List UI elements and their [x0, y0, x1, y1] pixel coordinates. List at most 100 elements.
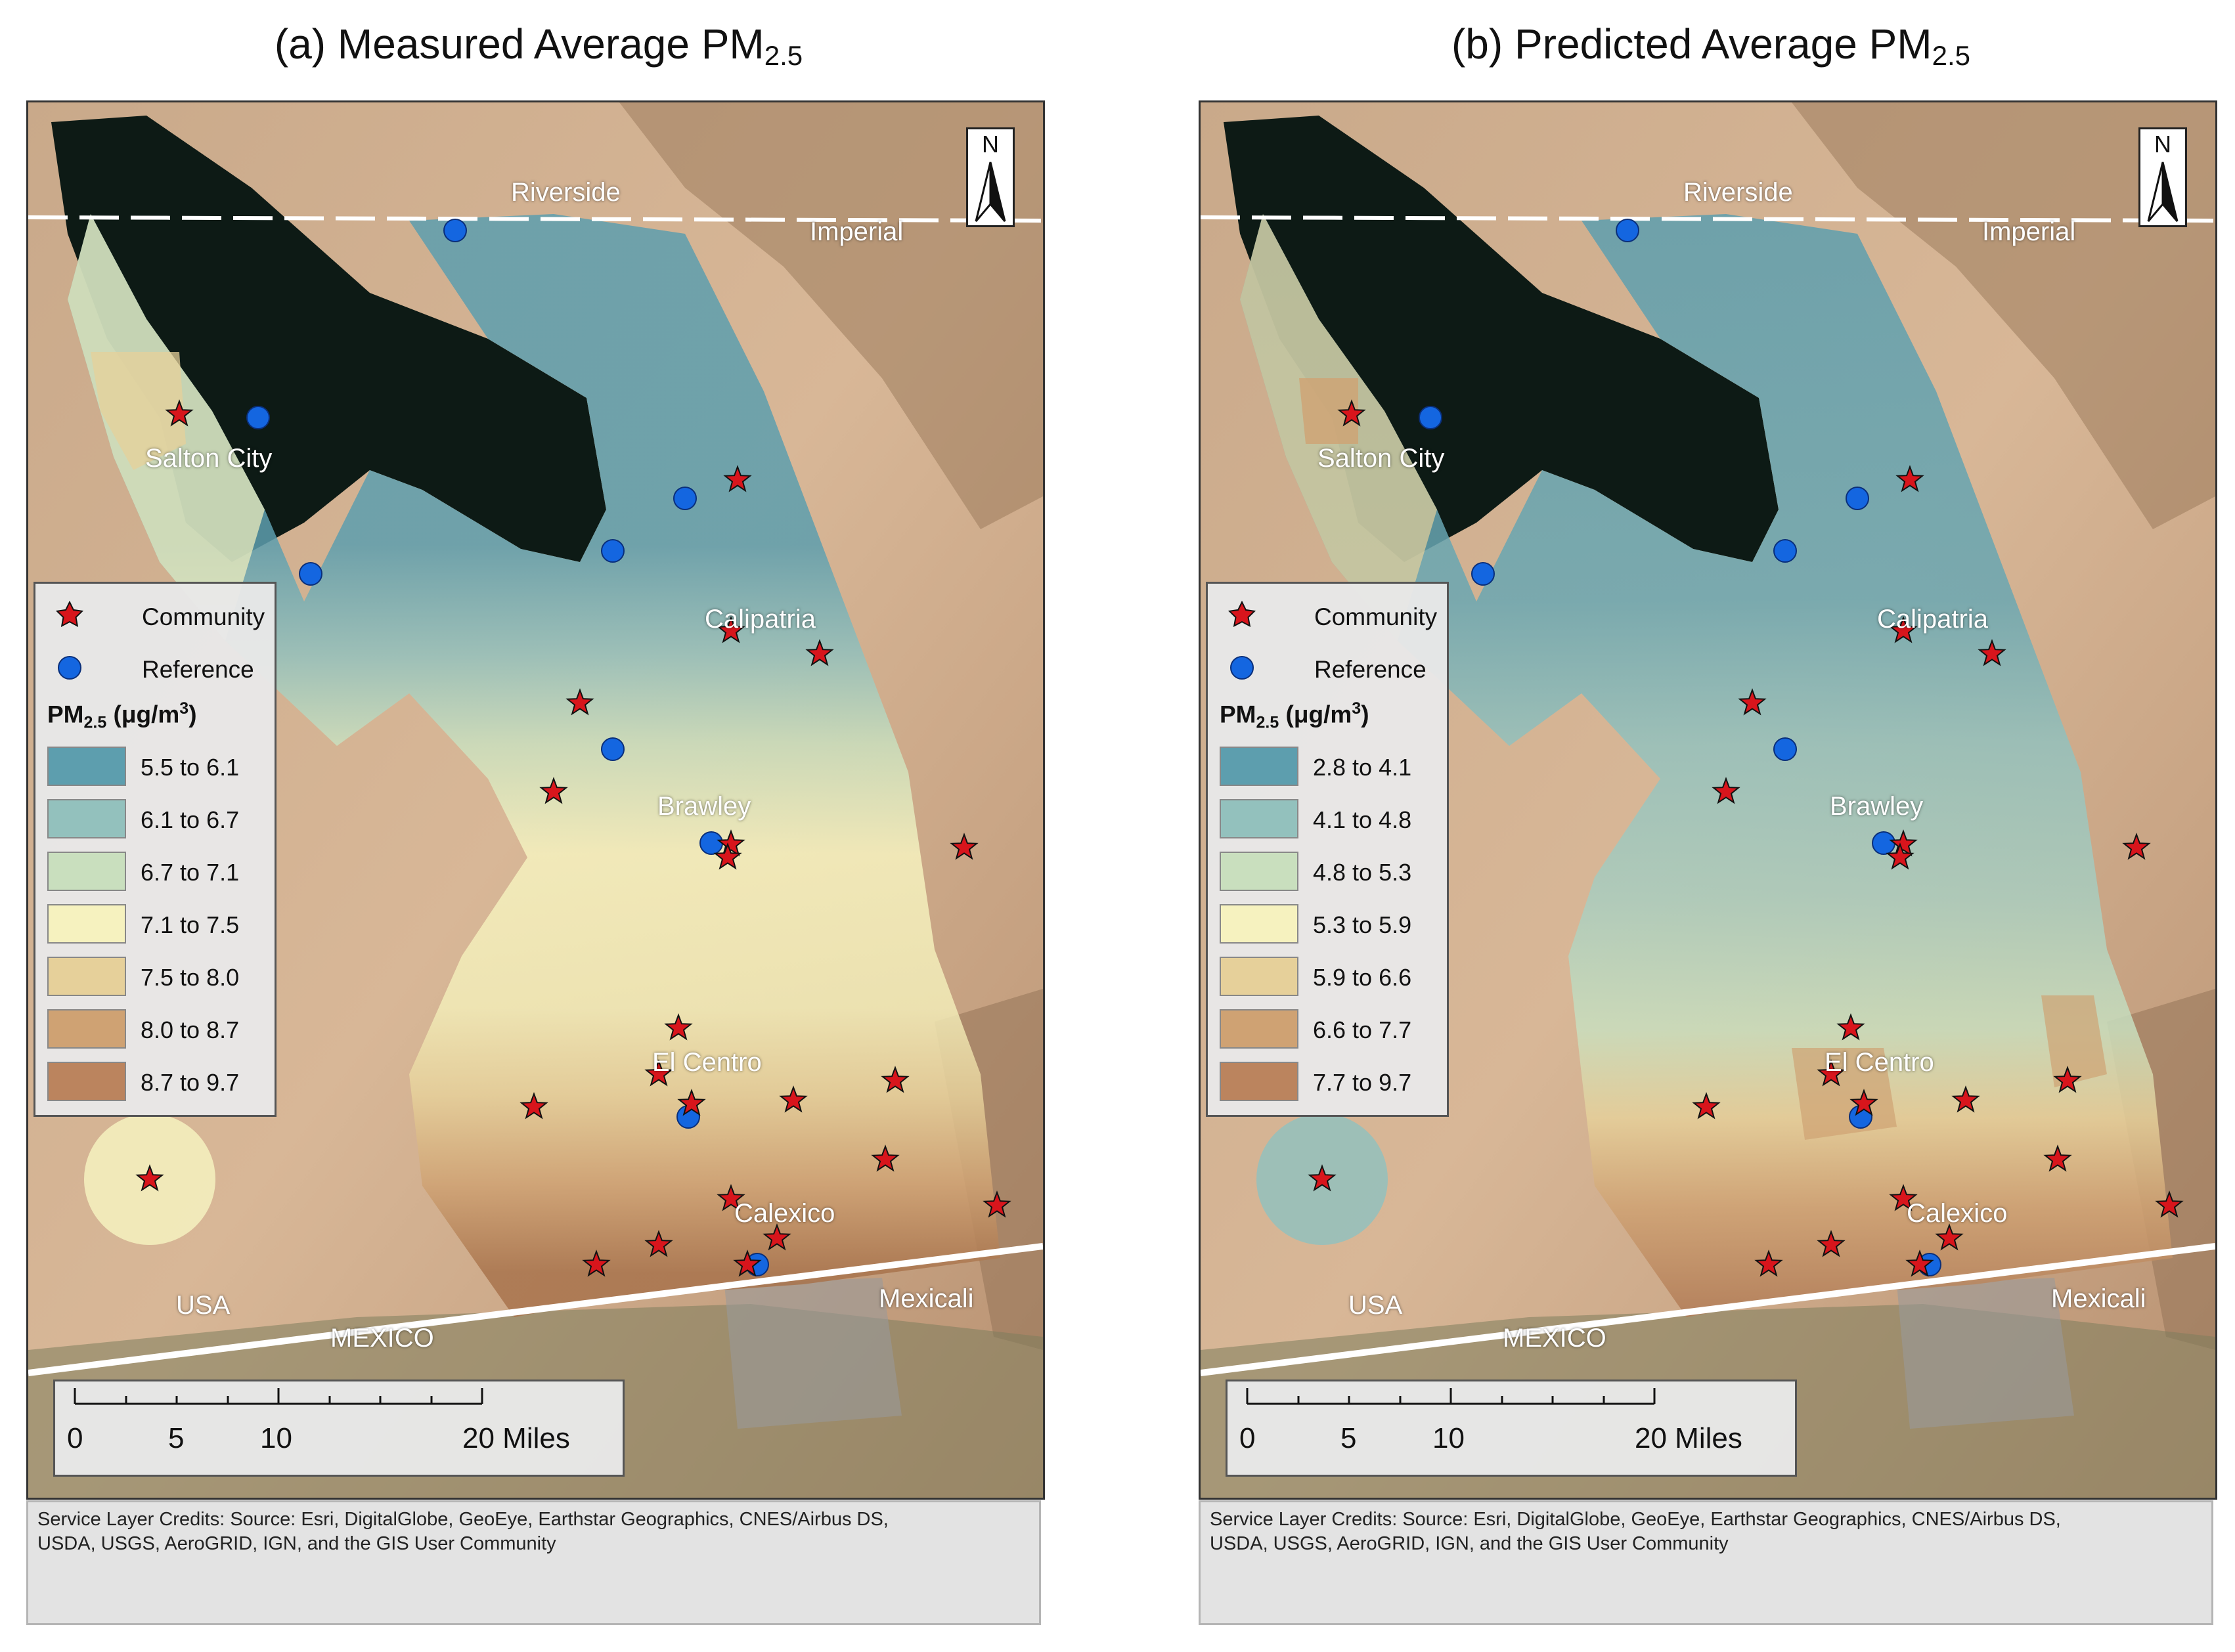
legend-class: 7.1 to 7.5 — [35, 899, 278, 945]
credits: Service Layer Credits: Source: Esri, Dig… — [1199, 1500, 2213, 1625]
reference-site-marker — [1872, 831, 1895, 855]
scale-tick-label: 5 — [168, 1422, 185, 1454]
community-site-marker — [1951, 1085, 1980, 1113]
north-arrow: N — [966, 127, 1015, 227]
community-site-marker — [644, 1230, 673, 1257]
north-arrow: N — [2138, 127, 2187, 227]
panel-measured: (a) Measured Average PM2.5 — [26, 0, 1051, 1652]
community-site-marker — [1817, 1059, 1846, 1087]
international-border — [1201, 1243, 2215, 1376]
panel-title: (a) Measured Average PM2.5 — [274, 20, 803, 71]
community-site-marker — [1692, 1092, 1721, 1119]
map-canvas — [28, 102, 1043, 1498]
legend-community: Community — [1208, 596, 1451, 635]
label-mexicali: Mexicali — [879, 1284, 974, 1313]
community-site-marker — [1978, 639, 2006, 666]
community-site-marker — [2053, 1066, 2082, 1093]
legend-units: PM2.5 (μg/m3) — [47, 699, 197, 732]
community-site-marker — [713, 842, 742, 870]
reference-site-marker — [1419, 406, 1442, 429]
legend: Community Reference PM2.5 (μg/m3) 5.5 to… — [33, 582, 277, 1117]
legend-community: Community — [35, 596, 278, 635]
pm25-surface — [91, 352, 186, 470]
reference-site-marker — [1773, 737, 1797, 761]
label-mexicali: Mexicali — [2051, 1284, 2146, 1313]
community-site-marker — [1895, 465, 1924, 492]
community-site-marker — [520, 1092, 548, 1119]
international-border — [28, 1243, 1043, 1376]
legend-class: 4.1 to 4.8 — [1208, 794, 1451, 840]
swatch — [47, 799, 126, 838]
community-site-marker — [1905, 1250, 1934, 1277]
scale-bar-ruler — [74, 1388, 483, 1405]
pm25-surface — [1240, 214, 2173, 1317]
swatch — [1220, 1062, 1298, 1101]
community-site-marker — [805, 639, 834, 666]
community-site-marker — [779, 1085, 808, 1113]
community-site-marker — [763, 1223, 791, 1251]
reference-site-marker — [601, 737, 625, 761]
community-site-marker — [644, 1059, 673, 1087]
legend-class: 8.0 to 8.7 — [35, 1004, 278, 1050]
swatch — [47, 852, 126, 891]
legend-class: 6.1 to 6.7 — [35, 794, 278, 840]
community-site-marker — [1712, 777, 1740, 804]
legend-reference: Reference — [35, 648, 278, 687]
community-site-marker — [2043, 1144, 2072, 1172]
pm25-surface — [2041, 995, 2107, 1087]
label-calipatria: Calipatria — [705, 605, 816, 634]
circle-icon — [1230, 656, 1254, 680]
label-calexico: Calexico — [734, 1199, 835, 1228]
label-riverside: Riverside — [1683, 178, 1793, 207]
mountain-terrain — [1792, 102, 2215, 529]
community-site-marker — [2122, 833, 2151, 860]
label-mexico: MEXICO — [330, 1324, 434, 1353]
county-boundary — [28, 215, 1043, 223]
community-site-marker — [1754, 1250, 1783, 1277]
community-site-marker — [1886, 842, 1914, 870]
reference-site-marker — [699, 831, 723, 855]
swatch — [47, 747, 126, 786]
scale-tick-label: 10 — [1432, 1422, 1465, 1454]
community-site-marker — [983, 1190, 1011, 1218]
scale-bar: 0 5 10 20 Miles — [1226, 1380, 1797, 1477]
pm25-surface — [68, 214, 1000, 1317]
community-site-marker — [1308, 1164, 1337, 1192]
reference-site-marker — [1471, 562, 1495, 586]
mexicali-urban — [1897, 1278, 2074, 1429]
community-site-marker — [871, 1144, 900, 1172]
reference-site-marker — [1773, 539, 1797, 563]
community-site-marker — [950, 833, 979, 860]
community-site-marker — [2155, 1190, 2184, 1218]
reference-site-marker — [443, 219, 467, 242]
community-site-marker — [677, 1089, 706, 1116]
scale-tick-label: 20 Miles — [1635, 1422, 1742, 1454]
star-icon — [55, 601, 84, 628]
label-usa: USA — [1348, 1291, 1403, 1320]
label-usa: USA — [176, 1291, 231, 1320]
label-imperial: Imperial — [810, 217, 904, 246]
label-imperial: Imperial — [1982, 217, 2076, 246]
reference-site-marker — [1616, 219, 1639, 242]
legend-class: 8.7 to 9.7 — [35, 1056, 278, 1102]
community-site-marker — [717, 829, 745, 857]
label-el-centro: El Centro — [1825, 1048, 1934, 1077]
map-frame[interactable]: Riverside Imperial Salton City Calipatri… — [1199, 100, 2217, 1500]
community-site-marker — [881, 1066, 910, 1093]
community-site-marker — [1337, 399, 1366, 427]
label-salton-city: Salton City — [145, 444, 273, 473]
legend-units: PM2.5 (μg/m3) — [1220, 699, 1369, 732]
map-frame[interactable]: Riverside Imperial Salton City Calipatri… — [26, 100, 1045, 1500]
legend-class: 4.8 to 5.3 — [1208, 846, 1451, 892]
community-site-marker — [664, 1013, 693, 1041]
county-boundary — [1201, 215, 2215, 223]
legend-class: 2.8 to 4.1 — [1208, 741, 1451, 787]
community-site-marker — [1935, 1223, 1964, 1251]
site-markers — [1308, 219, 2184, 1277]
swatch — [1220, 1009, 1298, 1049]
reference-site-marker — [299, 562, 322, 586]
legend-class: 5.5 to 6.1 — [35, 741, 278, 787]
community-site-marker — [165, 399, 194, 427]
scale-tick-label: 5 — [1340, 1422, 1357, 1454]
scale-tick-label: 10 — [260, 1422, 292, 1454]
